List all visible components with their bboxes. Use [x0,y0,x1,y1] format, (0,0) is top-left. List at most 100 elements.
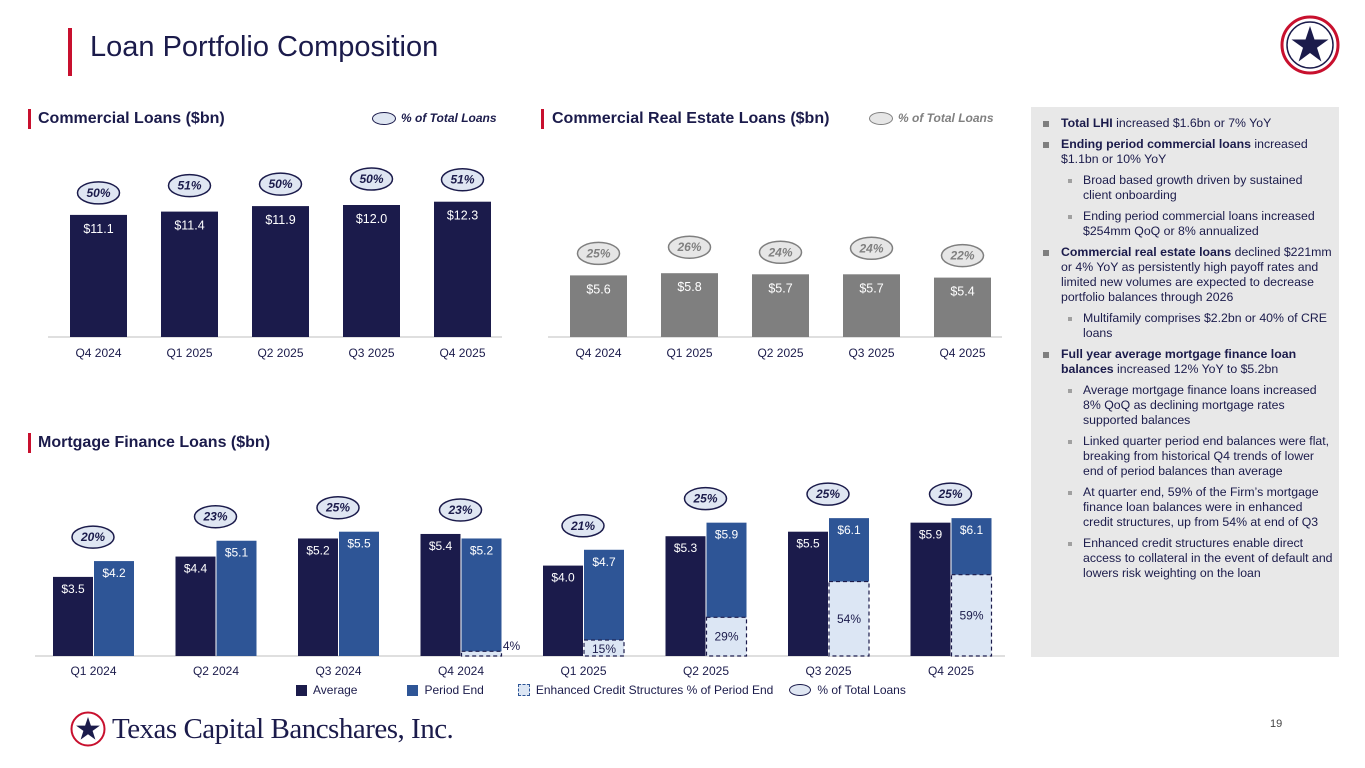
average-value-label: $3.5 [61,582,85,596]
pct-of-total-label: 23% [202,510,227,524]
pct-of-total-oval [758,240,803,265]
average-bar [298,538,338,656]
pct-of-total-oval [561,514,605,538]
x-tick-label: Q1 2025 [166,346,212,360]
legend-swatch-enhanced [517,684,530,696]
pct-of-total-label: 25% [815,487,840,501]
pct-of-total-label: 50% [86,186,110,200]
pct-of-total-label: 23% [447,503,472,517]
pct-of-total-label: 20% [80,530,105,544]
legend-oval-icon [869,111,893,125]
x-tick-label: Q3 2025 [805,664,851,678]
pct-of-total-oval [316,495,360,520]
bar [661,273,718,337]
mortgage-legend: Average Period End Enhanced Credit Struc… [296,683,920,697]
pct-of-total-oval [667,235,712,259]
pct-of-total-oval [258,172,303,196]
cre-title: Commercial Real Estate Loans ($bn) [552,110,830,127]
average-bar [910,522,951,656]
legend-oval-icon [789,684,812,696]
cre-legend: % of Total Loans [869,111,994,125]
x-tick-label: Q2 2025 [257,346,303,360]
enhanced-credit-segment [705,616,748,657]
bullet-bold-text: Total LHI [1061,116,1113,130]
average-bar [788,531,828,656]
bar-value-label: $12.0 [356,212,387,226]
commentary-bullet: Total LHI increased $1.6bn or 7% YoY [1043,116,1333,131]
commercial-title: Commercial Loans ($bn) [38,110,225,127]
period-end-bar [94,561,134,656]
bar [434,201,491,337]
period-end-value-label: $5.9 [715,528,739,542]
bar-value-label: $5.7 [768,281,792,295]
enhanced-pct-label: 4% [503,639,521,653]
average-bar [543,565,583,656]
pct-of-total-oval [193,504,238,529]
legend-period-end: Period End [407,683,484,697]
company-logo: Texas Capital Bancshares, Inc. [70,711,454,747]
logo-text: Texas Capital Bancshares, Inc. [112,712,454,745]
pct-of-total-label: 50% [359,172,383,186]
bar [934,277,991,337]
pct-of-total-oval [76,181,121,205]
pct-of-total-label: 25% [937,487,962,501]
cre-accent-bar [541,109,544,129]
x-tick-label: Q2 2025 [683,664,729,678]
title-accent-bar [68,28,72,76]
pct-of-total-oval [438,498,483,522]
x-tick-label: Q4 2025 [439,346,485,360]
commentary-bullet: Ending period commercial loans increased… [1043,137,1333,167]
enhanced-credit-segment [460,650,503,657]
cre-loans-chart: $5.6 Q4 2024 25% $5.8 Q1 2025 26% $5.7 Q2 2025 2… [548,235,1002,360]
bullet-text: increased $1.6bn or 7% YoY [1112,116,1272,130]
bar [752,274,809,337]
legend-pct-total: % of Total Loans [789,683,906,697]
bar-value-label: $5.7 [859,281,883,295]
x-tick-label: Q4 2024 [575,346,621,360]
bar [161,211,218,337]
average-value-label: $4.4 [184,562,208,576]
commentary-bullet: Average mortgage finance loans increased… [1043,383,1333,428]
pct-of-total-label: 25% [325,501,350,515]
commentary-panel [1031,107,1339,657]
bar-value-label: $12.3 [447,209,478,223]
enhanced-credit-segment [583,639,625,657]
bar [252,206,309,337]
enhanced-pct-label: 54% [837,612,861,626]
period-end-bar [584,549,624,656]
bar [843,274,900,337]
bar-value-label: $11.9 [265,213,295,227]
bullet-text: Enhanced credit structures enable direct… [1083,536,1333,580]
bar-value-label: $5.8 [677,280,701,294]
pct-of-total-oval [576,241,621,266]
legend-pct-total-label: % of Total Loans [817,683,906,697]
pct-of-total-oval [683,486,728,511]
average-bar [665,536,706,656]
bar [343,205,400,337]
logo-star-icon [70,711,106,747]
mortgage-title: Mortgage Finance Loans ($bn) [38,434,271,451]
x-tick-label: Q4 2024 [438,664,484,678]
period-end-value-label: $4.2 [102,566,126,580]
enhanced-pct-label: 59% [959,608,983,622]
average-bar [175,556,216,656]
pct-of-total-label: 24% [767,245,792,259]
pct-of-total-oval [928,482,973,506]
average-bar [53,576,93,656]
pct-of-total-oval [349,167,394,191]
period-end-bar [216,540,257,656]
period-end-bar [339,531,379,656]
bullet-text: At quarter end, 59% of the Firm’s mortga… [1083,485,1319,529]
legend-period-end-label: Period End [424,683,484,697]
x-tick-label: Q2 2024 [193,664,239,678]
commentary-bullets: Total LHI increased $1.6bn or 7% YoY Endi… [1043,116,1333,587]
pct-of-total-oval [940,243,985,268]
bullet-text: Linked quarter period end balances were … [1083,434,1330,478]
pct-of-total-label: 25% [585,246,610,260]
commentary-bullet: Ending period commercial loans increased… [1043,209,1333,239]
pct-of-total-label: 50% [268,177,292,191]
legend-oval-icon [372,111,396,125]
pct-of-total-oval [849,236,894,261]
bullet-text: Multifamily comprises $2.2bn or 40% of C… [1083,311,1327,340]
period-end-value-label: $5.5 [347,537,371,551]
